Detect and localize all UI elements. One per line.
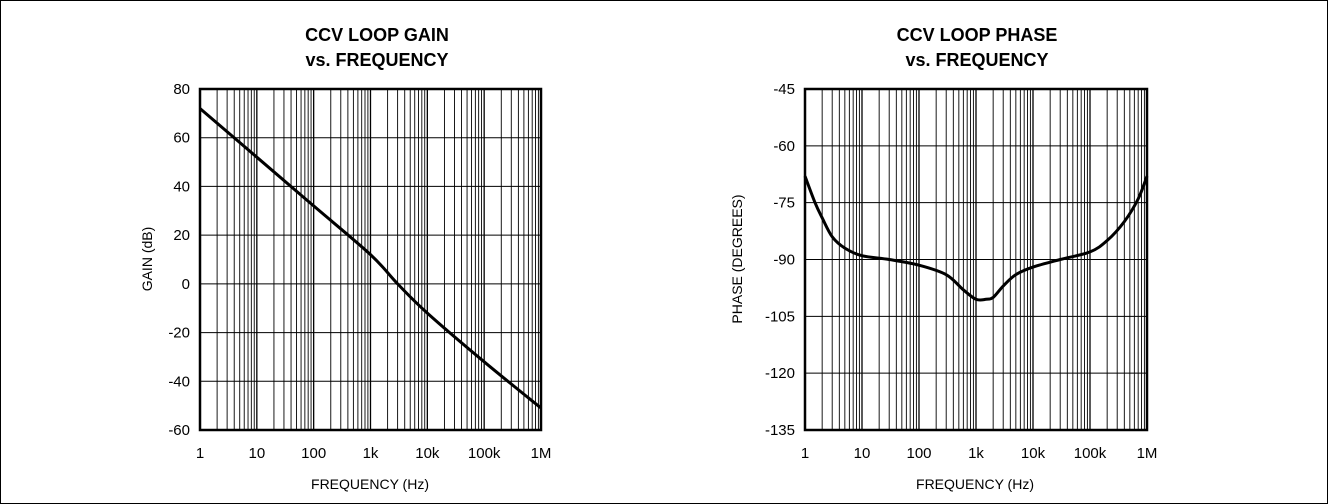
gain-y-tick-label: 20 bbox=[173, 227, 190, 244]
gain-x-tick-label: 100 bbox=[301, 445, 326, 462]
gain-y-tick-label: 0 bbox=[182, 276, 190, 293]
phase-series-line bbox=[803, 175, 1149, 302]
phase-x-tick-label: 10 bbox=[854, 445, 871, 462]
phase-x-tick-label: 1 bbox=[801, 445, 809, 462]
phase-y-tick-label: -90 bbox=[773, 252, 795, 269]
phase-plot-border bbox=[803, 87, 1149, 432]
phase-x-tick-label: 10k bbox=[1021, 445, 1046, 462]
phase-grid bbox=[804, 88, 1147, 431]
phase-y-tick-label: -135 bbox=[765, 422, 795, 439]
gain-series-line bbox=[199, 107, 542, 410]
phase-tick-labels: 1 10 100 1k 10k 100k 1M -45 -60 -75 -90 -105 -120 -13… bbox=[765, 81, 1157, 462]
gain-x-tick-label: 1 bbox=[196, 445, 204, 462]
gain-y-tick-label: -60 bbox=[168, 422, 190, 439]
phase-y-tick-label: -45 bbox=[773, 81, 795, 98]
phase-chart-subtitle: vs. FREQUENCY bbox=[905, 50, 1048, 70]
gain-chart: CCV LOOP GAIN vs. FREQUENCY 1 10 100 1k 10k 1… bbox=[139, 25, 551, 492]
gain-x-tick-label: 100k bbox=[468, 445, 501, 462]
gain-x-tick-label: 1M bbox=[531, 445, 552, 462]
phase-y-tick-label: -120 bbox=[765, 365, 795, 382]
gain-y-tick-label: -20 bbox=[168, 325, 190, 342]
gain-chart-subtitle: vs. FREQUENCY bbox=[305, 50, 448, 70]
phase-y-tick-label: -75 bbox=[773, 195, 795, 212]
gain-grid bbox=[199, 88, 541, 431]
phase-chart: CCV LOOP PHASE vs. FREQUENCY 1 10 100 1k 10k… bbox=[729, 25, 1157, 492]
gain-chart-title: CCV LOOP GAIN bbox=[305, 25, 449, 45]
gain-y-tick-label: -40 bbox=[168, 373, 190, 390]
phase-y-tick-label: -105 bbox=[765, 308, 795, 325]
gain-y-tick-label: 40 bbox=[173, 178, 190, 195]
gain-y-tick-label: 60 bbox=[173, 130, 190, 147]
phase-x-tick-label: 1k bbox=[968, 445, 984, 462]
gain-tick-labels: 1 10 100 1k 10k 100k 1M 80 60 40 20 0 -20 -40 -60 bbox=[168, 81, 551, 462]
gain-x-tick-label: 1k bbox=[363, 445, 379, 462]
gain-y-axis-label: GAIN (dB) bbox=[139, 227, 155, 292]
gain-x-tick-label: 10 bbox=[248, 445, 265, 462]
gain-plot-border bbox=[198, 87, 543, 432]
phase-x-axis-label: FREQUENCY (Hz) bbox=[916, 476, 1034, 492]
phase-x-tick-label: 100k bbox=[1074, 445, 1107, 462]
gain-x-tick-label: 10k bbox=[415, 445, 440, 462]
phase-y-axis-label: PHASE (DEGREES) bbox=[729, 194, 745, 323]
gain-x-axis-label: FREQUENCY (Hz) bbox=[311, 476, 429, 492]
phase-x-tick-label: 1M bbox=[1137, 445, 1158, 462]
phase-x-tick-label: 100 bbox=[906, 445, 931, 462]
phase-y-tick-label: -60 bbox=[773, 138, 795, 155]
gain-y-tick-label: 80 bbox=[173, 81, 190, 98]
phase-chart-title: CCV LOOP PHASE bbox=[897, 25, 1058, 45]
